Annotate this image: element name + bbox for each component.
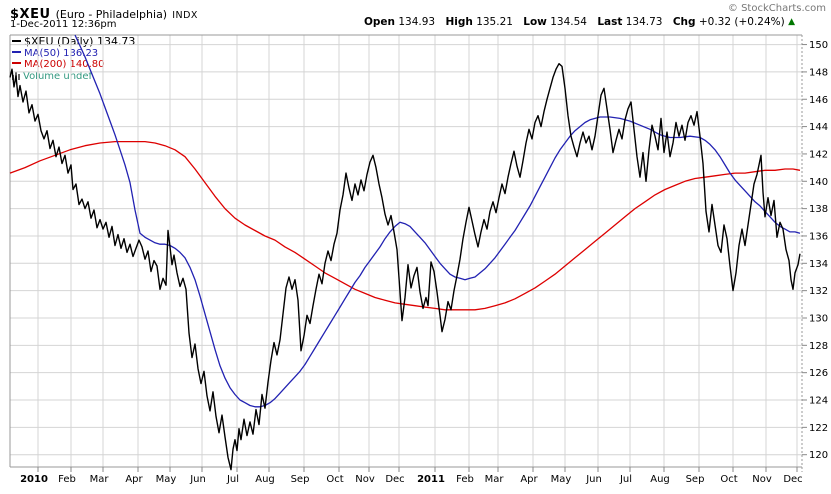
y-axis-tick-label: 144 [809,122,828,133]
chart-legend: $XEU (Daily) 134.73 MA(50) 136.23 MA(200… [12,35,138,83]
legend-item-label: Volume undef [23,70,93,82]
y-axis-tick-label: 128 [809,341,828,352]
x-axis-month-label: Aug [650,474,670,485]
open-value: 134.93 [398,16,436,28]
x-axis-month-label: Nov [355,474,375,485]
y-axis-tick-label: 142 [809,149,828,160]
up-arrow-icon: ▲ [788,17,795,27]
symbol-type: INDX [172,10,198,21]
x-axis-month-label: Sep [291,474,310,485]
x-axis-month-label: Nov [752,474,772,485]
series--xeu-daily-close [9,63,801,471]
chart-timestamp: 1-Dec-2011 12:36pm [10,19,117,30]
chart-title: $XEU (Euro - Philadelphia) INDX [10,3,198,22]
y-axis-tick-label: 130 [809,313,828,324]
legend-item-label: MA(50) 136.23 [24,47,99,59]
price-line-swatch [12,40,21,42]
y-axis-tick-label: 126 [809,368,828,379]
x-axis-month-label: Jun [585,474,602,485]
x-axis-month-label: Feb [456,474,474,485]
y-axis-tick-label: 122 [809,423,828,434]
y-axis-tick-label: 132 [809,286,828,297]
x-axis-month-label: Dec [385,474,404,485]
y-axis-tick-label: 150 [809,40,828,51]
ma200-line-swatch [12,62,21,64]
x-axis-month-label: Feb [58,474,76,485]
legend-item-ma50: MA(50) 136.23 [12,47,101,59]
y-axis-tick-label: 124 [809,396,828,407]
series-ma-50- [74,34,801,408]
x-axis-month-label: Jul [226,474,239,485]
legend-item-label: $XEU (Daily) 134.73 [24,35,136,48]
x-axis-month-label: Mar [90,474,110,485]
chg-label: Chg [672,16,696,28]
series-ma-200- [9,140,801,311]
last-value: 134.73 [625,16,663,28]
legend-item-price: $XEU (Daily) 134.73 [12,35,138,48]
x-axis-month-label: Sep [686,474,705,485]
x-axis-month-label: May [156,474,177,485]
symbol-description: (Euro - Philadelphia) [55,8,168,21]
y-axis-tick-label: 138 [809,204,828,215]
x-axis-month-label: Apr [520,474,538,485]
x-axis-month-label: 2011 [417,474,445,485]
copyright-text: © StockCharts.com [727,3,826,14]
ma50-line-swatch [12,50,21,53]
chg-value: +0.32 (+0.24%) [698,16,785,28]
x-axis-month-label: May [551,474,572,485]
x-axis-month-label: Mar [485,474,505,485]
x-axis-month-label: Aug [255,474,275,485]
symbol: $XEU [10,7,51,22]
y-axis-tick-label: 140 [809,177,828,188]
low-label: Low [523,16,547,28]
y-axis-tick-label: 136 [809,231,828,242]
low-value: 134.54 [550,16,587,28]
quote-line: Open 134.93 High 135.21 Low 134.54 Last … [364,16,795,28]
x-axis-month-label: Jun [189,474,206,485]
x-axis-month-label: Apr [125,474,143,485]
high-value: 135.21 [476,16,513,28]
x-axis-month-label: Oct [720,474,737,485]
y-axis-tick-label: 134 [809,259,828,270]
legend-item-ma200: MA(200) 140.80 [12,59,107,71]
last-label: Last [597,16,623,28]
y-axis-tick-label: 148 [809,67,828,78]
high-label: High [445,16,473,28]
x-axis-month-label: Jul [619,474,632,485]
open-label: Open [363,16,396,28]
legend-item-label: MA(200) 140.80 [24,59,105,70]
x-axis-month-label: Dec [783,474,802,485]
x-axis-month-label: 2010 [20,474,48,485]
y-axis-tick-label: 120 [809,450,828,461]
x-axis-month-label: Oct [326,474,343,485]
y-axis-tick-label: 146 [809,95,828,106]
